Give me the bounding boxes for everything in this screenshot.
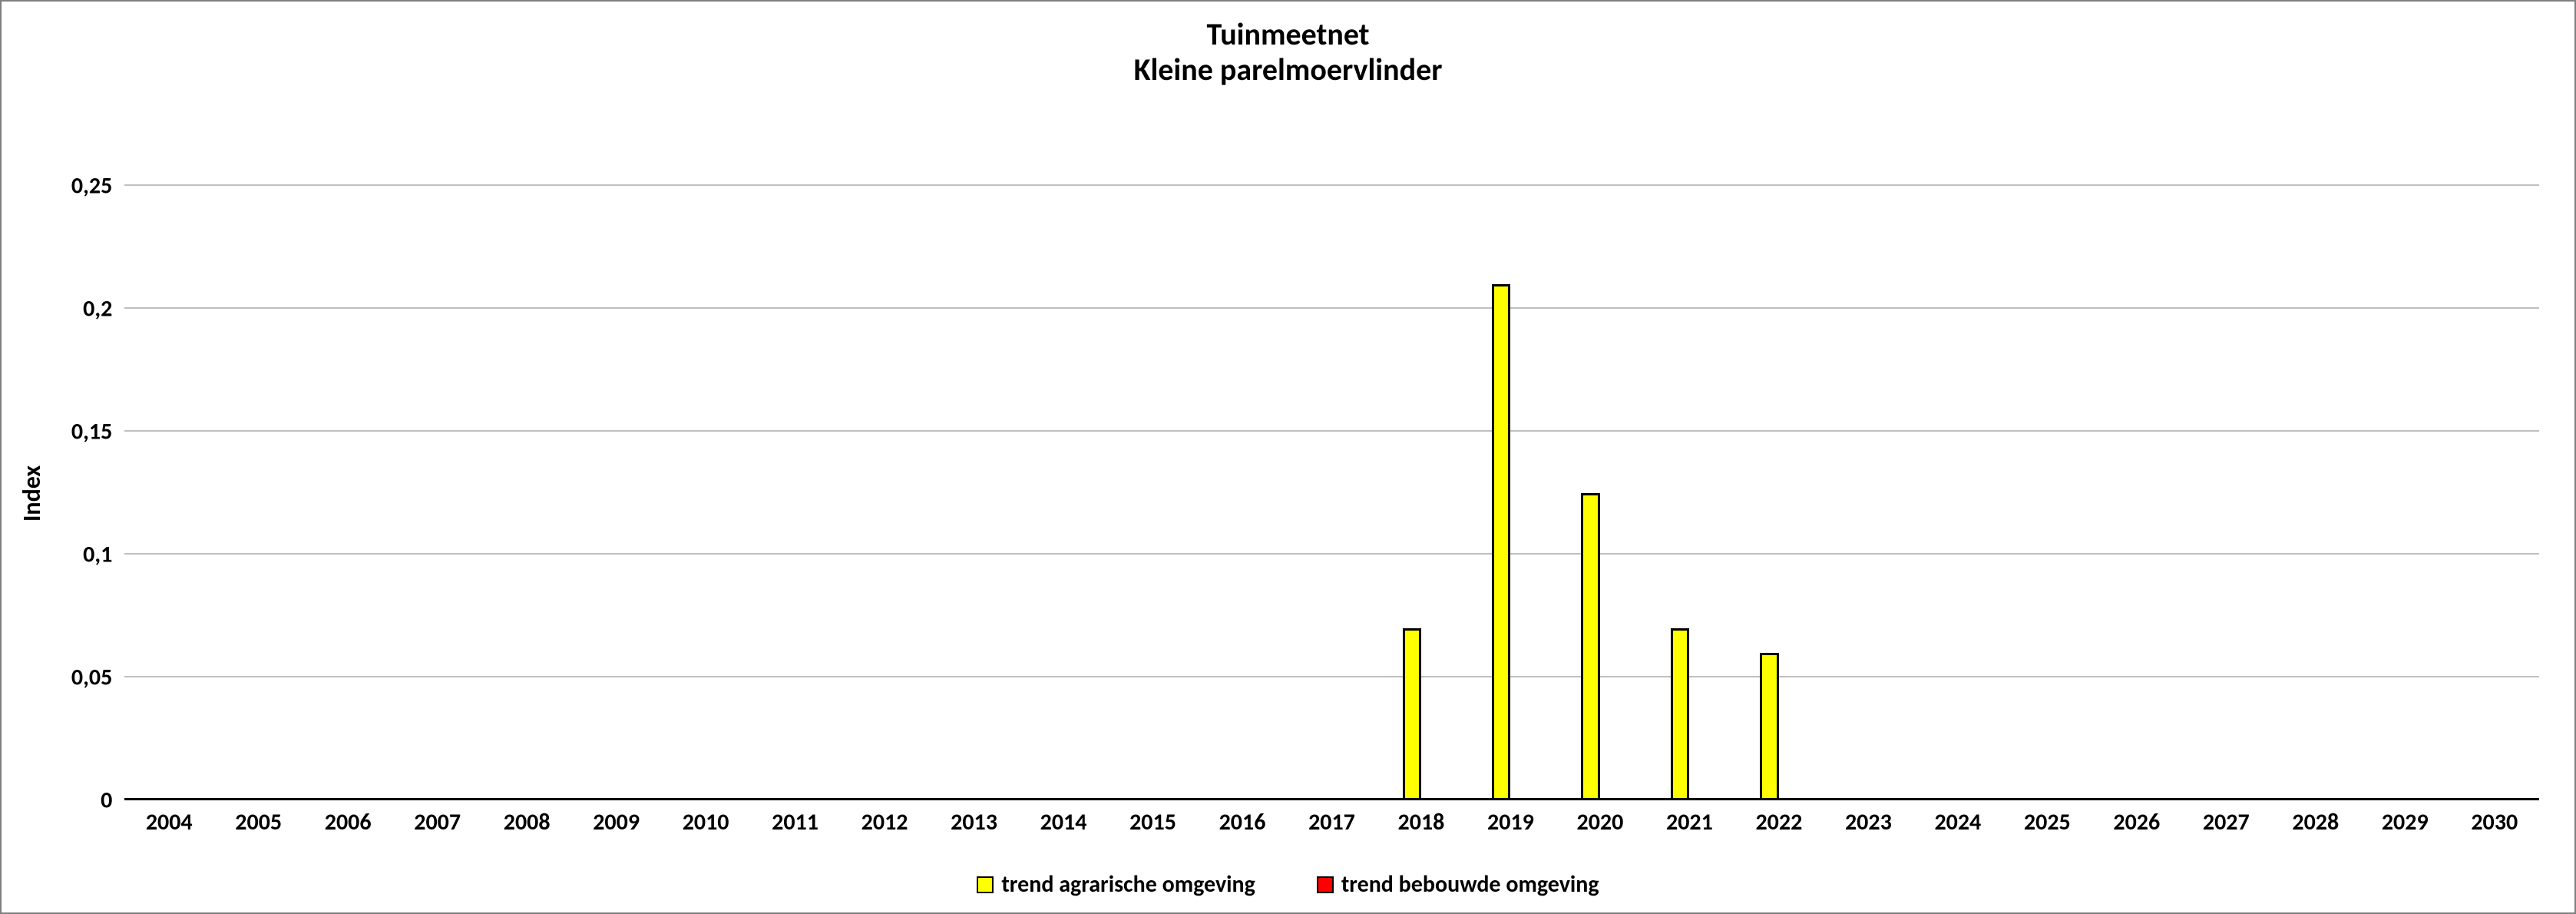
category-slot: 2012 [840, 186, 929, 800]
legend-swatch [977, 876, 994, 893]
legend-item: trend agrarische omgeving [977, 870, 1255, 899]
category-slot: 2025 [2002, 186, 2092, 800]
category-slot: 2027 [2181, 186, 2270, 800]
x-tick-label: 2014 [1040, 808, 1087, 836]
legend-label: trend agrarische omgeving [1001, 870, 1255, 899]
y-tick-label: 0 [101, 787, 112, 815]
x-tick-label: 2015 [1129, 808, 1176, 836]
category-slot: 2021 [1645, 186, 1734, 800]
x-tick-label: 2030 [2471, 808, 2518, 836]
category-slot: 2010 [661, 186, 750, 800]
x-tick-label: 2007 [414, 808, 461, 836]
y-tick-label: 0,15 [71, 418, 112, 446]
category-slot: 2022 [1734, 186, 1824, 800]
x-tick-label: 2027 [2203, 808, 2250, 836]
x-tick-label: 2025 [2024, 808, 2071, 836]
category-slot: 2029 [2360, 186, 2449, 800]
category-slot: 2005 [213, 186, 303, 800]
x-tick-label: 2004 [146, 808, 193, 836]
chart-title: Tuinmeetnet Kleine parelmoervlinder [2, 17, 2574, 88]
category-slot: 2006 [303, 186, 392, 800]
x-tick-label: 2013 [951, 808, 997, 836]
category-slot: 2017 [1287, 186, 1376, 800]
x-tick-label: 2009 [593, 808, 640, 836]
category-slot: 2007 [392, 186, 481, 800]
category-slot: 2023 [1824, 186, 1913, 800]
y-tick-label: 0,05 [71, 664, 112, 692]
x-tick-label: 2017 [1308, 808, 1355, 836]
x-tick-label: 2022 [1755, 808, 1802, 836]
y-tick-label: 0,2 [83, 295, 112, 323]
y-axis-title: Index [17, 186, 48, 800]
bar [1492, 284, 1510, 800]
legend-label: trend bebouwde omgeving [1341, 870, 1599, 899]
y-tick-label: 0,25 [71, 172, 112, 200]
chart-title-line1: Tuinmeetnet [2, 17, 2574, 52]
x-tick-label: 2029 [2382, 808, 2429, 836]
legend: trend agrarische omgeving trend bebouwde … [2, 870, 2574, 899]
category-slot: 2015 [1108, 186, 1197, 800]
chart-frame: Tuinmeetnet Kleine parelmoervlinder Inde… [0, 0, 2576, 914]
y-tick-label: 0,1 [83, 541, 112, 569]
x-tick-label: 2006 [325, 808, 372, 836]
bar [1760, 653, 1778, 800]
x-tick-label: 2028 [2292, 808, 2339, 836]
x-tick-label: 2010 [683, 808, 729, 836]
legend-swatch [1317, 876, 1334, 893]
x-tick-label: 2018 [1398, 808, 1445, 836]
category-slot: 2013 [929, 186, 1018, 800]
x-tick-label: 2019 [1487, 808, 1534, 836]
bar [1671, 628, 1689, 800]
bar [1403, 628, 1421, 800]
x-tick-label: 2011 [772, 808, 818, 836]
category-slot: 2011 [750, 186, 839, 800]
category-slot: 2028 [2271, 186, 2360, 800]
category-slot: 2020 [1556, 186, 1645, 800]
bar [1581, 493, 1599, 800]
x-tick-label: 2023 [1845, 808, 1892, 836]
legend-item: trend bebouwde omgeving [1317, 870, 1599, 899]
x-tick-label: 2008 [504, 808, 551, 836]
x-tick-label: 2024 [1934, 808, 1981, 836]
category-slot: 2026 [2092, 186, 2181, 800]
x-tick-label: 2026 [2113, 808, 2160, 836]
x-tick-label: 2005 [235, 808, 282, 836]
chart-title-line2: Kleine parelmoervlinder [2, 52, 2574, 88]
category-slot: 2004 [124, 186, 213, 800]
category-slot: 2024 [1913, 186, 2002, 800]
category-slot: 2009 [571, 186, 660, 800]
x-tick-label: 2012 [861, 808, 908, 836]
y-axis-title-text: Index [18, 465, 48, 521]
category-slot: 2008 [482, 186, 571, 800]
category-slot: 2016 [1198, 186, 1287, 800]
plot-area: 00,050,10,150,20,25200420052006200720082… [124, 186, 2539, 800]
category-slot: 2030 [2450, 186, 2539, 800]
category-slot: 2014 [1019, 186, 1108, 800]
x-tick-label: 2016 [1219, 808, 1266, 836]
category-slot: 2018 [1377, 186, 1466, 800]
category-slot: 2019 [1466, 186, 1555, 800]
x-tick-label: 2021 [1666, 808, 1713, 836]
x-tick-label: 2020 [1577, 808, 1624, 836]
